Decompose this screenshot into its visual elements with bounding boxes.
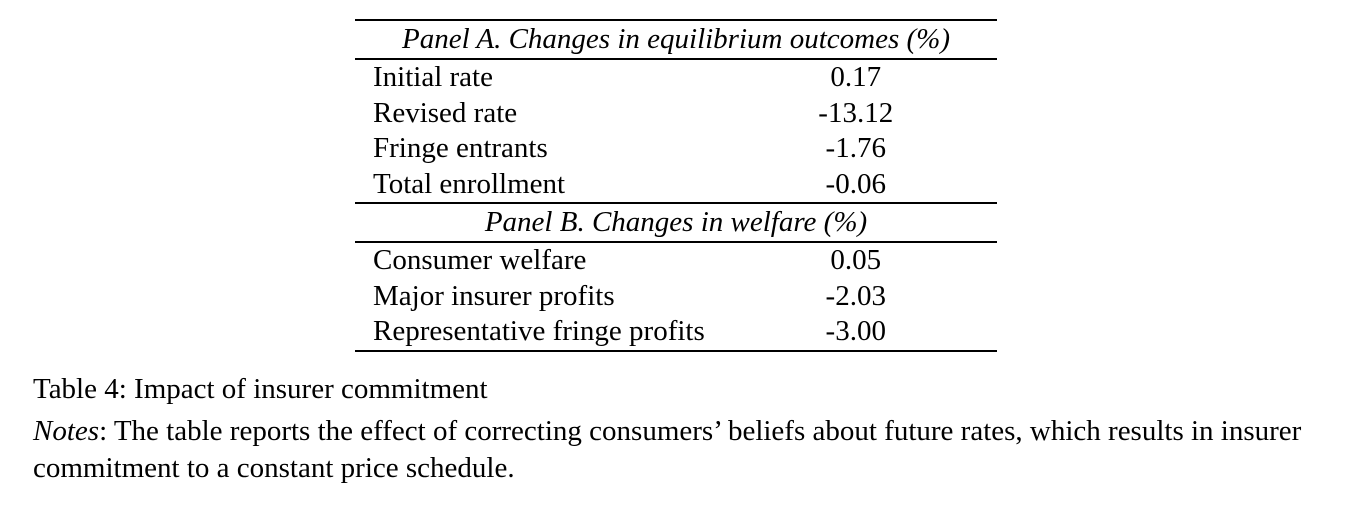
results-table: Panel A. Changes in equilibrium outcomes…: [355, 19, 997, 352]
row-value: 0.05: [830, 244, 882, 277]
table-row-representative-fringe-profits: Representative fringe profits -3.00: [355, 314, 997, 350]
row-label: Fringe entrants: [373, 132, 548, 165]
panel-b-header: Panel B. Changes in welfare (%): [484, 206, 868, 238]
row-label: Initial rate: [373, 61, 493, 94]
row-value: -13.12: [818, 96, 894, 129]
row-value: -1.76: [825, 132, 886, 165]
table-rule-below-panel-a-header: [355, 58, 997, 60]
table-rule-bottom: [355, 349, 997, 352]
table-rule-above-panel-b-header: [355, 202, 997, 204]
row-value: -3.00: [825, 315, 886, 348]
table-notes: Notes: The table reports the effect of c…: [33, 413, 1308, 487]
notes-label: Notes: [33, 415, 100, 447]
row-label: Major insurer profits: [373, 279, 615, 312]
table-row-revised-rate: Revised rate -13.12: [355, 96, 997, 132]
row-value: -2.03: [825, 279, 886, 312]
table-rule-below-panel-b-header: [355, 241, 997, 243]
table-row-fringe-entrants: Fringe entrants -1.76: [355, 131, 997, 167]
row-label: Representative fringe profits: [373, 315, 705, 348]
table-row-major-insurer-profits: Major insurer profits -2.03: [355, 279, 997, 315]
table-row-consumer-welfare: Consumer welfare 0.05: [355, 243, 997, 279]
row-label: Consumer welfare: [373, 244, 587, 277]
row-value: -0.06: [825, 167, 886, 200]
table-rule-top: [355, 19, 997, 21]
table-row-initial-rate: Initial rate 0.17: [355, 60, 997, 96]
row-value: 0.17: [830, 61, 882, 94]
panel-a-header: Panel A. Changes in equilibrium outcomes…: [402, 23, 950, 55]
table-caption: Table 4: Impact of insurer commitment: [33, 373, 488, 405]
row-label: Total enrollment: [373, 167, 566, 200]
table-row-total-enrollment: Total enrollment -0.06: [355, 167, 997, 203]
row-label: Revised rate: [373, 96, 518, 129]
notes-text: : The table reports the effect of correc…: [33, 415, 1302, 484]
